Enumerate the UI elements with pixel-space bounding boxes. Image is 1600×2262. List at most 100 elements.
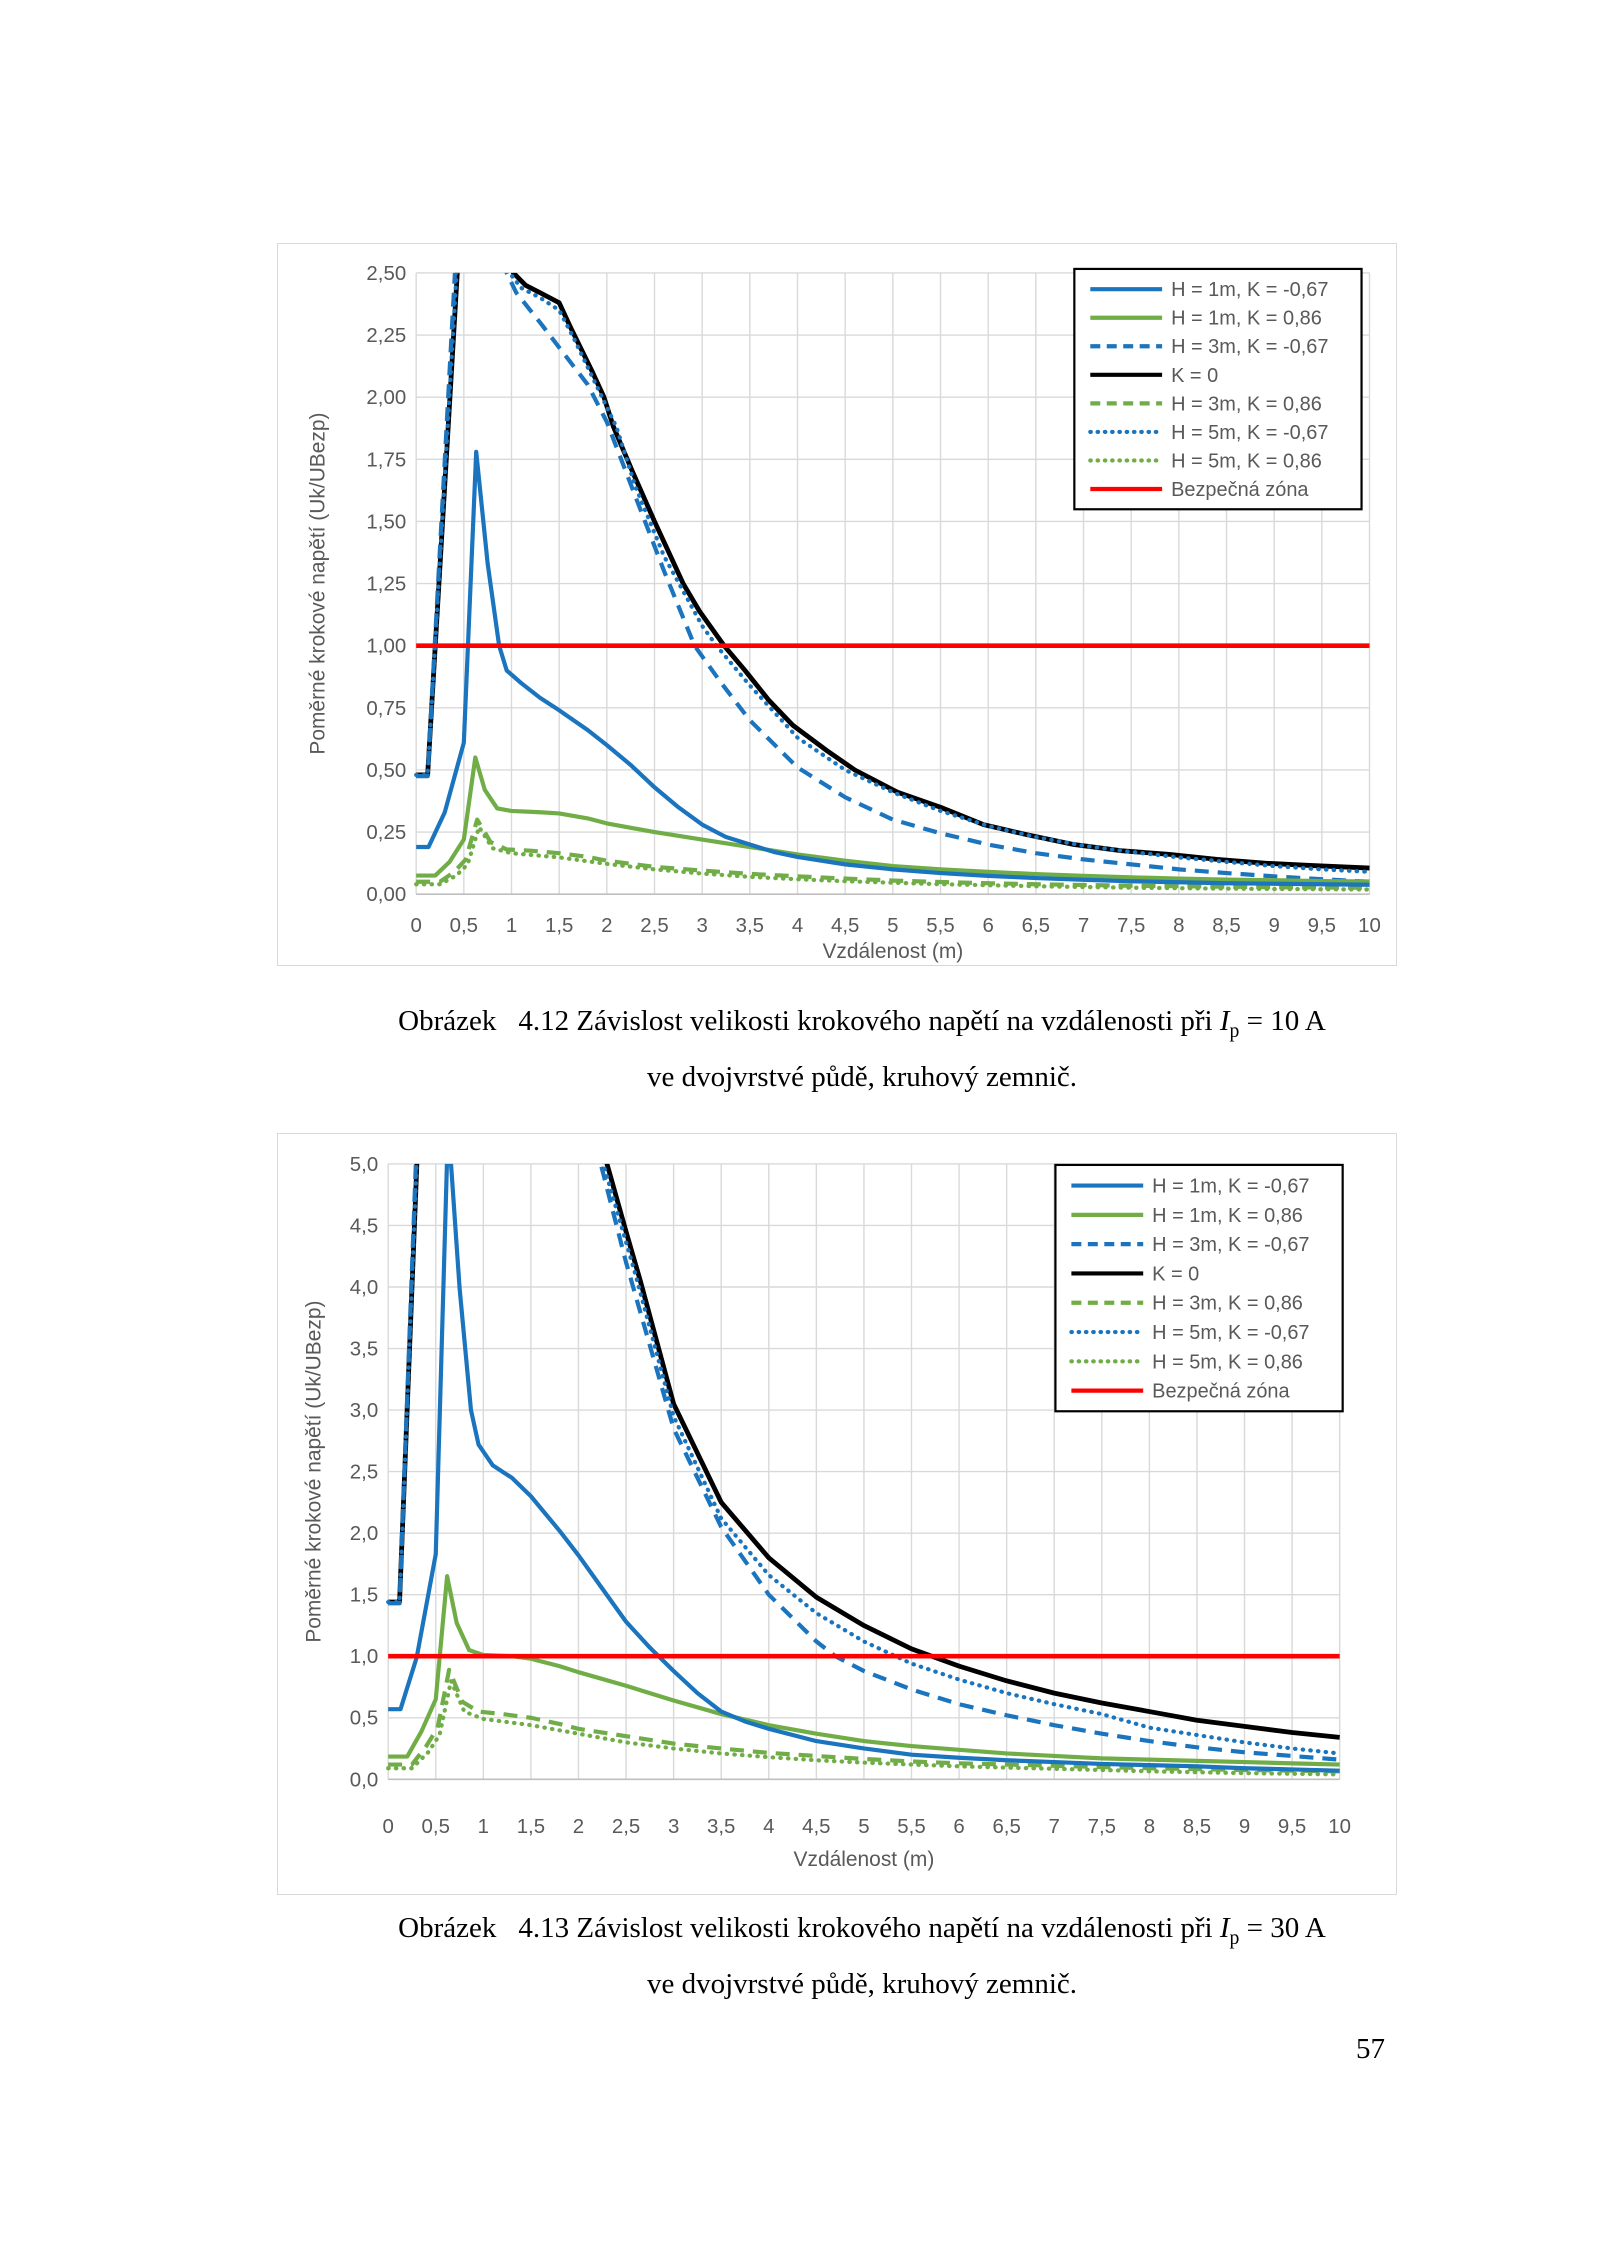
legend-entry-label: H = 3m, K = 0,86 [1152, 1293, 1303, 1315]
page-number: 57 [1356, 2033, 1385, 2065]
legend: H = 1m, K = -0,67 H = 1m, K = 0,86 H = 3m,… [1073, 267, 1363, 511]
legend-entry-label: K = 0 [1171, 365, 1218, 387]
x-tick-label: 6 [982, 914, 993, 937]
legend-entry-label: Bezpečná zóna [1171, 479, 1309, 501]
legend-entry-label: H = 1m, K = 0,86 [1152, 1205, 1303, 1227]
legend-entry-label: H = 1m, K = 0,86 [1171, 308, 1322, 330]
x-tick-label: 3 [696, 914, 707, 937]
y-tick-label: 0,5 [350, 1707, 378, 1730]
y-axis-title: Poměrné krokové napětí (Uk/UBezp) [306, 412, 329, 754]
legend: H = 1m, K = -0,67 H = 1m, K = 0,86 H = 3m,… [1054, 1163, 1344, 1413]
x-tick-label: 6,5 [1022, 914, 1050, 937]
x-tick-label: 9 [1239, 1815, 1250, 1838]
caption-text: 4.13 Závislost velikosti krokového napět… [518, 1912, 1220, 1944]
y-tick-label: 0,25 [366, 821, 406, 844]
caption-line-1: Obrázek 4.13 Závislost velikosti krokovéh… [277, 1905, 1447, 1961]
step-voltage-chart-10A: 0 0,5 1 1,5 2 2,5 3 3,5 4 4,5 5 5,5 6 6,5 7 7,5 8 8,5 9 9,5… [306, 262, 1381, 963]
figure-4-12-chart: 0 0,5 1 1,5 2 2,5 3 3,5 4 4,5 5 5,5 6 6,5 7 7,5 8 8,5 9 9,5… [277, 243, 1397, 966]
x-tick-label: 8 [1173, 914, 1184, 937]
x-tick-label: 2 [573, 1815, 584, 1838]
y-tick-label: 1,0 [350, 1645, 378, 1668]
caption-line-1: Obrázek 4.12 Závislost velikosti krokovéh… [277, 998, 1447, 1054]
y-tick-label: 2,00 [366, 386, 406, 409]
x-tick-label: 2,5 [640, 914, 668, 937]
caption-symbol-sub: p [1229, 1019, 1240, 1042]
figure-4-12-caption: Obrázek 4.12 Závislost velikosti krokovéh… [277, 998, 1447, 1100]
y-tick-label: 5,0 [350, 1153, 378, 1176]
x-tick-label: 5,5 [926, 914, 954, 937]
x-tick-label: 9,5 [1308, 914, 1336, 937]
caption-line-2: ve dvojvrstvé půdě, kruhový zemnič. [646, 1060, 1078, 1093]
caption-label: Obrázek [398, 1005, 497, 1037]
x-tick-label: 0 [382, 1815, 393, 1838]
x-tick-label: 6,5 [992, 1815, 1020, 1838]
y-tick-label: 0,0 [350, 1768, 378, 1791]
x-tick-label: 5 [858, 1815, 869, 1838]
legend-entry-label: H = 5m, K = 0,86 [1171, 450, 1322, 472]
y-tick-label: 3,5 [350, 1338, 378, 1361]
x-tick-label: 9,5 [1278, 1815, 1306, 1838]
y-tick-label: 2,0 [350, 1522, 378, 1545]
x-tick-label: 8 [1144, 1815, 1155, 1838]
y-tick-label: 3,0 [350, 1399, 378, 1422]
caption-text: 4.12 Závislost velikosti krokového napět… [518, 1005, 1220, 1037]
y-tick-label: 4,0 [350, 1276, 378, 1299]
series-line-h-3m-k-0-86 [416, 817, 1370, 890]
caption-symbol: I [1219, 1005, 1230, 1037]
legend-entry-label: Bezpečná zóna [1152, 1381, 1290, 1403]
y-tick-label: 2,5 [350, 1461, 378, 1484]
legend-entry-label: H = 3m, K = 0,86 [1171, 393, 1322, 415]
y-tick-label: 4,5 [350, 1214, 378, 1237]
x-axis-title: Vzdálenost (m) [822, 940, 963, 963]
x-tick-label: 7 [1049, 1815, 1060, 1838]
series-line-h-1m-k-0-86 [388, 1574, 1340, 1767]
x-tick-label: 0,5 [422, 1815, 450, 1838]
y-axis-title: Poměrné krokové napětí (Uk/UBezp) [302, 1301, 325, 1643]
series-line-h-1m-k-0-67 [416, 449, 1370, 887]
legend-entry-label: H = 3m, K = -0,67 [1152, 1234, 1309, 1256]
caption-label: Obrázek [398, 1912, 497, 1944]
caption-line-2: ve dvojvrstvé půdě, kruhový zemnič. [646, 1967, 1078, 2000]
plot-series-group [386, 1163, 1342, 1777]
y-tick-label: 0,50 [366, 759, 406, 782]
y-tick-label: 1,25 [366, 573, 406, 596]
x-tick-label: 0,5 [450, 914, 478, 937]
x-tick-label: 6 [953, 1815, 964, 1838]
x-tick-label: 8,5 [1183, 1815, 1211, 1838]
series-line-h-1m-k-0-67 [388, 1163, 1340, 1773]
x-tick-label: 4,5 [831, 914, 859, 937]
x-tick-label: 10 [1358, 914, 1381, 937]
step-voltage-chart-30A: 0 0,5 1 1,5 2 2,5 3 3,5 4 4,5 5 5,5 6 6,5 7 7,5 8 8,5 9 9,5… [302, 1153, 1351, 1871]
x-tick-label: 0 [410, 914, 421, 937]
x-tick-label: 7,5 [1088, 1815, 1116, 1838]
x-tick-label: 7,5 [1117, 914, 1145, 937]
x-tick-label: 1,5 [517, 1815, 545, 1838]
series-line-h-5m-k-0-86 [414, 824, 1372, 892]
series-line-h-5m-k-0-67 [386, 1163, 1342, 1756]
legend-entry-label: H = 5m, K = -0,67 [1171, 422, 1328, 444]
x-tick-label: 3,5 [736, 914, 764, 937]
x-tick-label: 4 [792, 914, 803, 937]
caption-value: = 30 A [1239, 1912, 1326, 1944]
plot-series-group [414, 272, 1372, 892]
y-tick-label: 1,00 [366, 635, 406, 658]
x-tick-label: 4,5 [802, 1815, 830, 1838]
series-line-h-1m-k-0-86 [416, 755, 1370, 884]
x-tick-label: 3,5 [707, 1815, 735, 1838]
series-line-h-3m-k-0-86 [388, 1667, 1340, 1774]
y-tick-label: 2,25 [366, 324, 406, 347]
legend-box [1054, 1163, 1344, 1413]
x-tick-label: 7 [1078, 914, 1089, 937]
y-tick-label: 1,75 [366, 448, 406, 471]
y-tick-label: 2,50 [366, 262, 406, 285]
x-tick-label: 1 [478, 1815, 489, 1838]
x-tick-label: 1 [506, 914, 517, 937]
figure-4-13-caption: Obrázek 4.13 Závislost velikosti krokovéh… [277, 1905, 1447, 2007]
legend-entry-label: H = 3m, K = -0,67 [1171, 336, 1328, 358]
caption-symbol: I [1219, 1912, 1230, 1944]
legend-entry-label: H = 5m, K = 0,86 [1152, 1351, 1303, 1373]
x-tick-label: 4 [763, 1815, 774, 1838]
y-tick-label: 0,75 [366, 697, 406, 720]
x-tick-label: 5,5 [897, 1815, 925, 1838]
